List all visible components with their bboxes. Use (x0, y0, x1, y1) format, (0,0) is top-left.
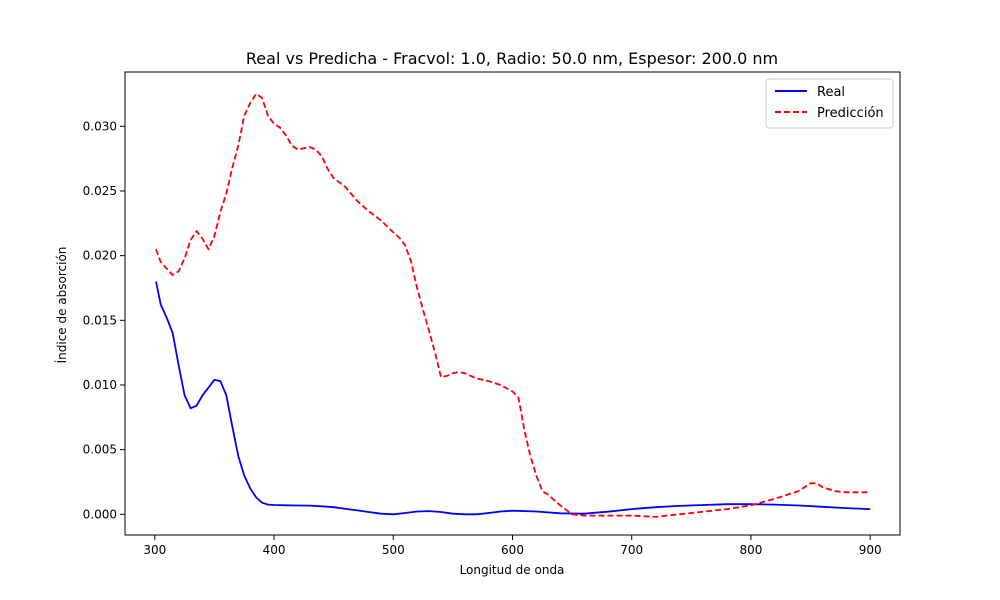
x-tick-label: 500 (382, 543, 405, 557)
x-tick-label: 400 (263, 543, 286, 557)
x-tick-label: 800 (740, 543, 763, 557)
x-tick-label: 300 (143, 543, 166, 557)
y-tick-label: 0.015 (83, 313, 117, 327)
x-tick-label: 700 (620, 543, 643, 557)
y-tick-label: 0.005 (83, 443, 117, 457)
y-tick-label: 0.000 (83, 507, 117, 521)
x-tick-label: 600 (501, 543, 524, 557)
x-axis: 300 400 500 600 700 800 900 (143, 535, 882, 557)
series-line-prediccion (155, 93, 871, 518)
series-line-real (155, 281, 871, 516)
x-axis-label: Longitud de onda (460, 563, 565, 577)
y-axis-label: Índice de absorción (54, 247, 69, 364)
y-tick-label: 0.010 (83, 378, 117, 392)
y-axis: 0.000 0.005 0.010 0.015 0.020 0.025 0.030 (83, 119, 125, 521)
legend-label-real: Real (817, 85, 845, 100)
legend-label-prediccion: Predicción (817, 106, 884, 121)
plot-area (155, 93, 871, 518)
chart-title: Real vs Predicha - Fracvol: 1.0, Radio: … (246, 49, 778, 68)
y-tick-label: 0.025 (83, 184, 117, 198)
y-tick-label: 0.020 (83, 249, 117, 263)
x-tick-label: 900 (859, 543, 882, 557)
y-tick-label: 0.030 (83, 119, 117, 133)
legend: Real Predicción (765, 78, 894, 129)
